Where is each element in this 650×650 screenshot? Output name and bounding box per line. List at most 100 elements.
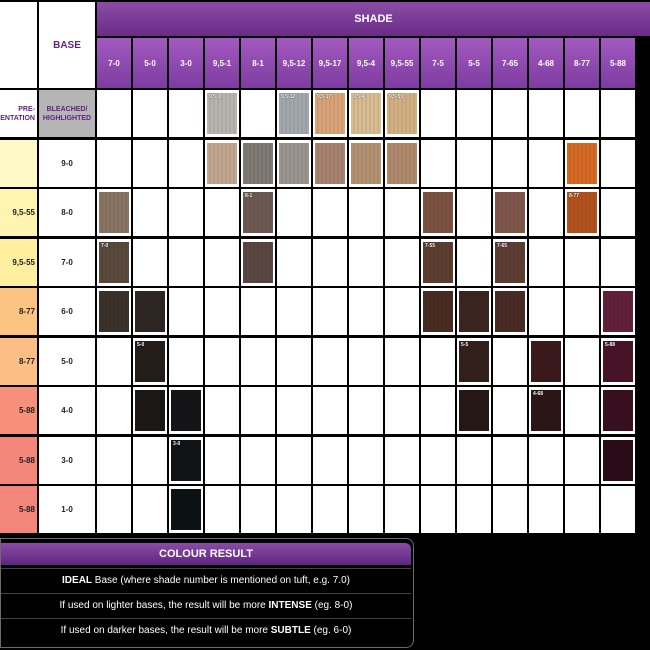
- shade-cell: [529, 288, 563, 335]
- hair-swatch: [135, 291, 165, 332]
- base-value: 3-0: [39, 436, 95, 484]
- pre-pigment-value: 5-88: [0, 486, 37, 533]
- shade-cell: [457, 90, 491, 137]
- shade-cell: [457, 189, 491, 236]
- shade-cell: [205, 436, 239, 484]
- shade-cell: [133, 90, 167, 137]
- shade-cell: [277, 288, 311, 335]
- swatch-label: 8-77: [569, 193, 580, 199]
- hair-swatch: [171, 390, 201, 431]
- hair-swatch: [99, 192, 129, 233]
- hair-swatch: [531, 340, 561, 382]
- shade-cell: [97, 337, 131, 385]
- shade-cell: [169, 238, 203, 286]
- corner-blank: [0, 2, 37, 88]
- shade-column-header: 5-88: [601, 38, 635, 88]
- shade-cell: [277, 189, 311, 236]
- hair-swatch: [567, 142, 597, 184]
- shade-cell: [493, 486, 527, 533]
- hair-swatch: [459, 291, 489, 332]
- shade-cell: [277, 238, 311, 286]
- shade-column-header: 7-65: [493, 38, 527, 88]
- shade-cell: [565, 486, 599, 533]
- shade-cell: [277, 337, 311, 385]
- shade-cell: [349, 387, 383, 434]
- hair-swatch: 9,5-12: [279, 93, 309, 134]
- shade-cell: [205, 486, 239, 533]
- shade-cell: [529, 90, 563, 137]
- darker-example: (eg. 6-0): [310, 625, 352, 636]
- shade-cell: [241, 288, 275, 335]
- hair-swatch: [243, 241, 273, 283]
- base-header: BASE: [39, 2, 95, 88]
- hair-swatch: 9,5-17: [315, 93, 345, 134]
- hair-swatch: 9,5-1: [207, 93, 237, 134]
- shade-cell: [421, 90, 455, 137]
- shade-column-header: 9,5-17: [313, 38, 347, 88]
- shade-cell: [385, 486, 419, 533]
- shade-cell: [205, 238, 239, 286]
- shade-cell: [349, 337, 383, 385]
- shade-cell: [277, 486, 311, 533]
- shade-cell: [277, 387, 311, 434]
- hair-swatch: [495, 291, 525, 332]
- shade-cell: [493, 387, 527, 434]
- hair-swatch: [279, 142, 309, 184]
- swatch-label: 7-65: [497, 242, 508, 249]
- shade-cell: [529, 238, 563, 286]
- lighter-base-row: If used on lighter bases, the result wil…: [1, 593, 411, 617]
- shade-cell: [493, 90, 527, 137]
- shade-cell: [97, 436, 131, 484]
- pre-pigment-value: 5-88: [0, 436, 37, 484]
- hair-swatch: 5-88: [603, 340, 633, 382]
- hair-swatch: [99, 291, 129, 332]
- shade-cell: [97, 486, 131, 533]
- shade-cell: [97, 387, 131, 434]
- shade-cell: [565, 436, 599, 484]
- hair-swatch: 5-5: [459, 340, 489, 382]
- darker-text: If used on darker bases, the result will…: [60, 625, 271, 636]
- shade-cell: [421, 486, 455, 533]
- shade-cell: [133, 139, 167, 187]
- shade-cell: [565, 288, 599, 335]
- hair-swatch: 7-0: [99, 241, 129, 283]
- swatch-label: 9,5-12: [281, 94, 296, 100]
- pre-pigment-value: [0, 139, 37, 187]
- base-value: 9-0: [39, 139, 95, 187]
- ideal-text: Base (where shade number is mentioned on…: [92, 575, 350, 586]
- shade-cell: [349, 189, 383, 236]
- shade-cell: [385, 238, 419, 286]
- pre-pigment-value: 8-77: [0, 337, 37, 385]
- swatch-label: 9,5-1: [209, 94, 221, 100]
- shade-cell: [241, 337, 275, 385]
- hair-swatch: 8-77: [567, 192, 597, 233]
- shade-cell: [313, 288, 347, 335]
- shade-cell: [205, 337, 239, 385]
- shade-cell: [529, 436, 563, 484]
- shade-cell: [529, 189, 563, 236]
- swatch-label: 9,5-55: [389, 94, 404, 100]
- shade-cell: [205, 189, 239, 236]
- shade-cell: [421, 436, 455, 484]
- lighter-example: (eg. 8-0): [311, 600, 353, 611]
- shade-cell: [385, 189, 419, 236]
- shade-cell: [457, 139, 491, 187]
- shade-cell: [97, 139, 131, 187]
- shade-cell: [169, 337, 203, 385]
- shade-column-header: 7-5: [421, 38, 455, 88]
- hair-swatch: [423, 192, 453, 233]
- swatch-label: 7-0: [101, 242, 109, 249]
- ideal-label: IDEAL: [62, 575, 93, 586]
- base-value: 8-0: [39, 189, 95, 236]
- swatch-label: 5-88: [605, 341, 616, 348]
- subtle-label: SUBTLE: [270, 625, 311, 636]
- shade-column-header: 5-0: [133, 38, 167, 88]
- shade-cell: [349, 238, 383, 286]
- base-value: 1-0: [39, 486, 95, 533]
- shade-cell: [349, 288, 383, 335]
- shade-cell: [385, 288, 419, 335]
- shade-cell: [169, 139, 203, 187]
- shade-column-header: 4-68: [529, 38, 563, 88]
- shade-cell: [313, 436, 347, 484]
- pre-pigment-value: 8-77: [0, 288, 37, 335]
